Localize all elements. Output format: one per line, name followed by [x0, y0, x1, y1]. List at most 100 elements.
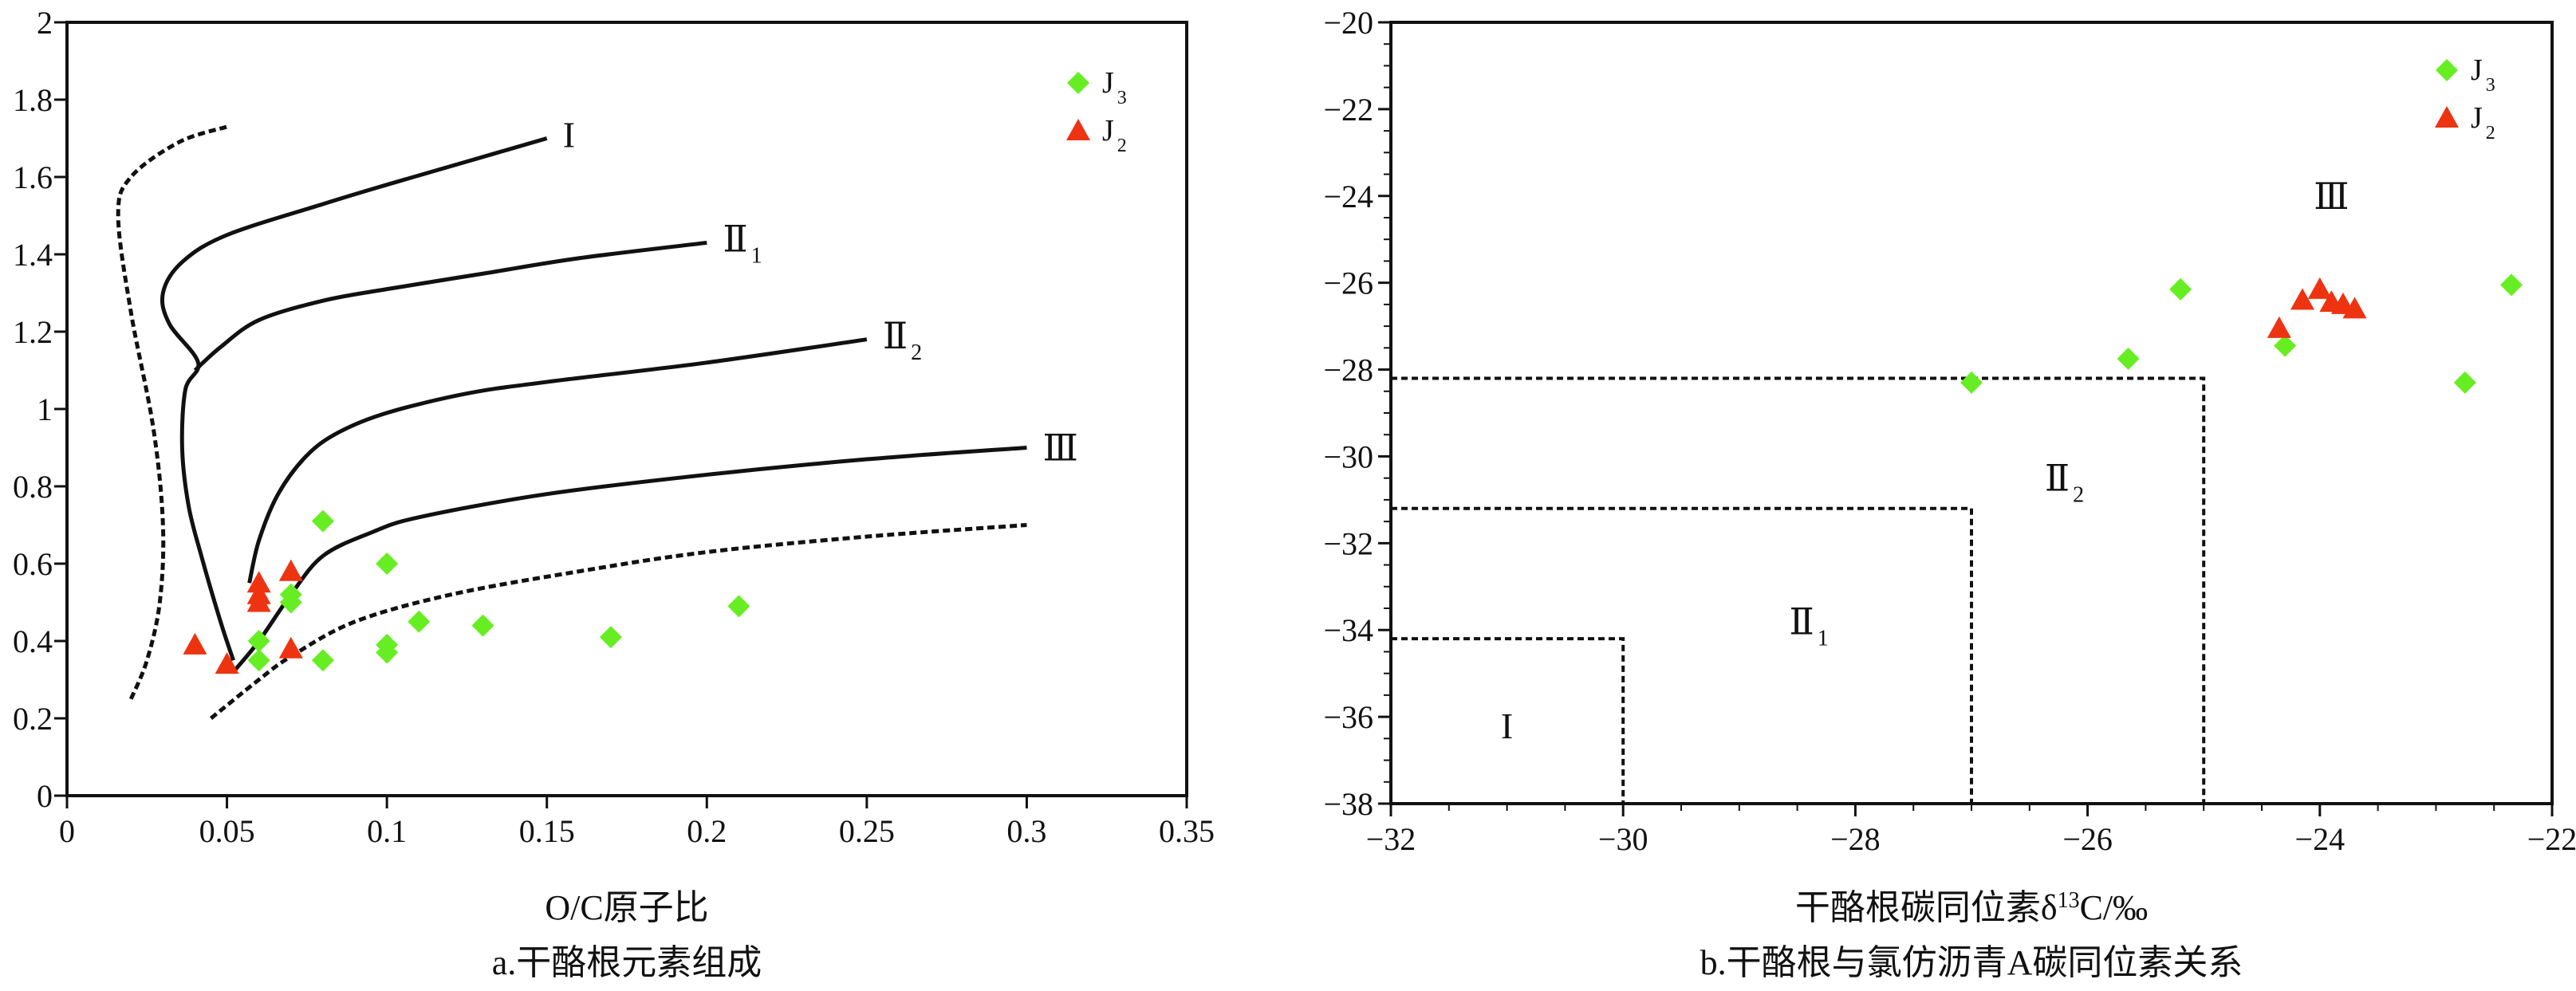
- panel-b-x-tick-label: −22: [2527, 821, 2576, 857]
- panel-a-curve-label-Ⅲ: Ⅲ: [1042, 428, 1077, 469]
- panel-a-point-J3: [376, 553, 399, 575]
- panel-a-evolution-curve-2: [193, 240, 707, 372]
- panel-a-point-J3: [599, 626, 622, 649]
- panel-a-y-tick-label: 0: [37, 778, 53, 814]
- panel-b-point-J3: [1960, 371, 1983, 394]
- panel-a-boundary-dashed-curve: [209, 523, 1027, 720]
- panel-b-region-boundary-3: [1391, 376, 2206, 804]
- panel-a-y-tick-label: 0.4: [13, 623, 53, 659]
- panel-a-point-J3: [247, 649, 270, 672]
- panel-a-curve-label-I: I: [563, 115, 575, 155]
- panel-b-x-tick-label: −26: [2062, 821, 2113, 857]
- panel-a-legend: J 3J 2: [1066, 66, 1127, 156]
- panel-a-axes: 0 0.05 0.1 0.15 0.2 0.25 0.3 0.35 0 0.2 0.4 0.6 0.8 1…: [13, 5, 1215, 849]
- panel-b-y-tick-label: −38: [1323, 786, 1373, 822]
- panel-b-axes: −32 −30 −28 −26 −24 −22 −38 −36 −34 −32 −30 −28 −26 −…: [1323, 5, 2576, 857]
- panel-a-x-tick-label: 0.05: [199, 813, 255, 849]
- panel-b-point-J3: [2453, 371, 2476, 394]
- panel-b-x-axis-title-post: C/‰: [2080, 888, 2149, 927]
- panel-a-x-tick-label: 0.3: [1006, 813, 1046, 849]
- panel-a-evolution-curve-1: [160, 136, 548, 662]
- panel-b-region-label-Ⅲ: Ⅲ: [2314, 176, 2349, 217]
- panel-a-x-tick-label: 0.1: [367, 813, 407, 849]
- panel-b-x-axis-title-sup: 13: [2058, 888, 2080, 913]
- panel-a-y-tick-label: 1: [37, 391, 53, 427]
- panel-a-x-tick-label: 0.25: [839, 813, 895, 849]
- panel-a: 0 0.05 0.1 0.15 0.2 0.25 0.3 0.35 0 0.2 0.4 0.6 0.8 1…: [13, 5, 1215, 982]
- panel-a-x-tick-label: 0.2: [687, 813, 727, 849]
- panel-b-y-tick-label: −26: [1323, 265, 1373, 301]
- panel-a-point-J3: [311, 509, 334, 533]
- panel-b-y-tick-label: −22: [1323, 92, 1373, 128]
- panel-a-point-J3: [408, 610, 431, 633]
- panel-b-caption: b.干酪根与氯仿沥青A碳同位素关系: [1700, 943, 2243, 982]
- panel-a-evolution-curve-3: [247, 337, 868, 584]
- panel-a-point-J2: [246, 571, 271, 593]
- panel-b-region-boundary-2: [1391, 506, 1973, 804]
- panel-b-point-J2: [2307, 277, 2332, 299]
- panel-b-point-J3: [2274, 334, 2297, 357]
- panel-a-point-J3: [311, 649, 334, 672]
- panel-a-point-J2: [278, 636, 303, 659]
- panel-b-x-axis-title-pre: 干酪根碳同位素δ: [1795, 888, 2058, 927]
- panel-a-curves: [116, 124, 1027, 720]
- panel-b-y-tick-label: −20: [1323, 5, 1373, 41]
- panel-a-marks: [183, 509, 750, 674]
- panel-b-y-tick-label: −30: [1323, 438, 1373, 474]
- panel-b-y-tick-label: −34: [1323, 612, 1373, 648]
- panel-a-point-J2: [183, 632, 207, 655]
- panel-b-region-labels: I Ⅱ 1 Ⅱ 2 Ⅲ: [1501, 176, 2350, 746]
- panel-b-point-J3: [2117, 347, 2140, 370]
- panel-a-point-J3: [471, 614, 494, 637]
- panel-a-point-J3: [279, 583, 302, 606]
- panel-a-legend-marker-J2: [1066, 119, 1090, 140]
- panel-a-evolution-curve-4: [231, 446, 1027, 674]
- panel-a-y-tick-label: 0.8: [13, 469, 53, 505]
- panel-b-legend: J 3J 2: [2435, 53, 2495, 144]
- panel-a-x-axis-title: O/C原子比: [545, 888, 708, 927]
- panel-b-y-tick-label: −32: [1323, 525, 1373, 561]
- panel-a-point-J2: [278, 559, 303, 581]
- panel-a-y-tick-label: 1.8: [13, 82, 53, 118]
- panel-a-point-J2: [246, 582, 271, 604]
- panel-a-point-J3: [727, 595, 750, 618]
- panel-b-x-tick-label: −30: [1598, 821, 1648, 857]
- panel-b-x-tick-label: −24: [2295, 821, 2346, 857]
- panel-a-legend-marker-J3: [1067, 72, 1089, 94]
- panel-a-plot-frame: [65, 21, 1188, 797]
- panel-a-y-tick-label: 1.6: [13, 159, 53, 195]
- panel-a-y-tick-label: 2: [37, 5, 53, 41]
- panel-a-x-tick-label: 0.35: [1159, 813, 1215, 849]
- panel-b-point-J2: [2342, 297, 2367, 319]
- panel-b-legend-marker-J2: [2435, 106, 2459, 128]
- panel-b-y-tick-label: −28: [1323, 352, 1373, 388]
- panel-b-y-tick-label: −24: [1323, 179, 1373, 214]
- panel-a-y-tick-label: 1.2: [13, 314, 53, 350]
- panel-b-x-axis-title: 干酪根碳同位素δ13C/‰: [1795, 888, 2148, 928]
- panel-b-region-label-I: I: [1501, 706, 1513, 746]
- panel-a-x-tick-label: 0: [59, 813, 75, 849]
- panel-a-point-J3: [247, 630, 270, 652]
- panel-a-caption: a.干酪根元素组成: [492, 943, 762, 982]
- panel-a-curve-labels: I Ⅱ 1 Ⅱ 2 Ⅲ: [563, 115, 1078, 469]
- panel-a-y-tick-label: 1.4: [13, 237, 53, 273]
- panel-b-x-tick-label: −32: [1366, 821, 1416, 857]
- panel-b-point-J3: [2500, 273, 2523, 297]
- panel-b-regions: [1391, 376, 2206, 804]
- panel-a-y-tick-label: 0.6: [13, 546, 53, 582]
- panel-a-point-J3: [376, 633, 399, 656]
- panel-b-marks: [1960, 273, 2523, 394]
- panel-a-boundary-dashed-curve: [116, 124, 228, 700]
- panel-b-x-tick-label: −28: [1830, 821, 1881, 857]
- panel-b: −32 −30 −28 −26 −24 −22 −38 −36 −34 −32 −30 −28 −26 −…: [1323, 5, 2576, 982]
- panel-a-y-tick-label: 0.2: [13, 701, 53, 737]
- panel-b-point-J2: [2267, 316, 2291, 338]
